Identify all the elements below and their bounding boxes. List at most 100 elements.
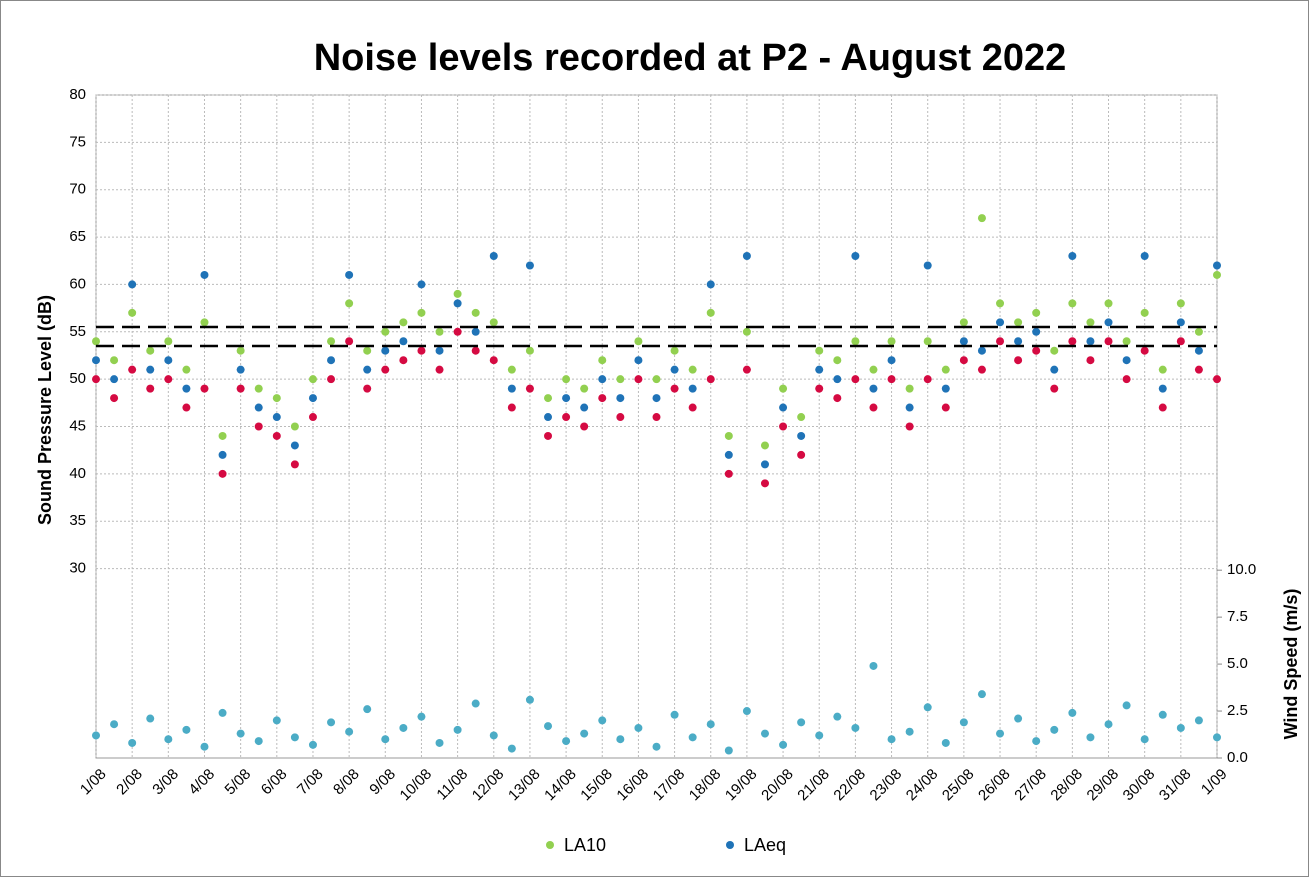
data-point bbox=[272, 394, 281, 403]
data-point bbox=[923, 375, 932, 384]
data-point bbox=[128, 280, 137, 289]
data-point bbox=[1213, 270, 1221, 279]
data-point bbox=[381, 365, 390, 374]
data-point bbox=[1158, 403, 1167, 412]
data-point bbox=[218, 708, 227, 717]
data-point bbox=[327, 356, 336, 365]
data-point bbox=[453, 289, 462, 298]
data-point bbox=[652, 742, 661, 751]
data-point bbox=[652, 375, 661, 384]
data-point bbox=[887, 735, 896, 744]
data-point bbox=[399, 356, 408, 365]
data-point bbox=[236, 729, 245, 738]
data-point bbox=[996, 337, 1005, 346]
data-point bbox=[544, 431, 553, 440]
data-point bbox=[363, 365, 372, 374]
data-point bbox=[110, 356, 119, 365]
data-point bbox=[110, 375, 119, 384]
data-point bbox=[616, 394, 625, 403]
chart-title: Noise levels recorded at P2 - August 202… bbox=[314, 37, 1067, 79]
data-point bbox=[706, 375, 715, 384]
data-point bbox=[507, 384, 516, 393]
data-point bbox=[887, 375, 896, 384]
data-point bbox=[706, 280, 715, 289]
data-point bbox=[598, 716, 607, 725]
data-point bbox=[724, 431, 733, 440]
data-point bbox=[779, 384, 788, 393]
data-point bbox=[272, 431, 281, 440]
data-point bbox=[1213, 375, 1221, 384]
data-point bbox=[797, 718, 806, 727]
data-point bbox=[272, 413, 281, 422]
data-point bbox=[435, 738, 444, 747]
data-point bbox=[977, 365, 986, 374]
data-point bbox=[1014, 318, 1023, 327]
data-point bbox=[833, 356, 842, 365]
data-point bbox=[399, 337, 408, 346]
data-point bbox=[453, 327, 462, 336]
data-point bbox=[128, 738, 137, 747]
data-point bbox=[525, 346, 534, 355]
data-point bbox=[724, 450, 733, 459]
y-tick-label: 55 bbox=[69, 323, 86, 340]
data-point bbox=[327, 337, 336, 346]
data-point bbox=[525, 695, 534, 704]
data-point bbox=[616, 413, 625, 422]
data-point bbox=[363, 384, 372, 393]
data-point bbox=[851, 252, 860, 261]
data-point bbox=[959, 318, 968, 327]
data-point bbox=[688, 384, 697, 393]
data-point bbox=[1213, 733, 1221, 742]
data-point bbox=[652, 394, 661, 403]
data-point bbox=[200, 742, 209, 751]
data-point bbox=[1104, 337, 1113, 346]
data-point bbox=[760, 729, 769, 738]
data-point bbox=[290, 422, 299, 431]
data-point bbox=[959, 718, 968, 727]
data-point bbox=[1122, 356, 1131, 365]
data-point bbox=[345, 270, 354, 279]
data-point bbox=[218, 469, 227, 478]
data-point bbox=[670, 710, 679, 719]
data-point bbox=[471, 308, 480, 317]
data-point bbox=[688, 365, 697, 374]
data-point bbox=[381, 327, 390, 336]
data-point bbox=[92, 731, 100, 740]
data-point bbox=[1086, 356, 1095, 365]
data-point bbox=[905, 403, 914, 412]
data-point bbox=[417, 280, 426, 289]
data-point bbox=[833, 712, 842, 721]
data-point bbox=[760, 460, 769, 469]
data-point bbox=[146, 384, 155, 393]
data-point bbox=[598, 356, 607, 365]
data-point bbox=[670, 346, 679, 355]
data-point bbox=[797, 431, 806, 440]
data-point bbox=[363, 346, 372, 355]
data-point bbox=[1050, 365, 1059, 374]
data-point bbox=[923, 703, 932, 712]
data-point bbox=[1014, 356, 1023, 365]
y2-tick-label: 7.5 bbox=[1227, 608, 1248, 625]
data-point bbox=[905, 422, 914, 431]
data-point bbox=[363, 705, 372, 714]
data-point bbox=[1068, 708, 1077, 717]
data-point bbox=[417, 712, 426, 721]
data-point bbox=[905, 727, 914, 736]
data-point bbox=[1176, 299, 1185, 308]
data-point bbox=[128, 365, 137, 374]
data-point bbox=[453, 725, 462, 734]
data-point bbox=[869, 661, 878, 670]
data-point bbox=[308, 740, 317, 749]
data-point bbox=[1032, 308, 1041, 317]
data-point bbox=[815, 384, 824, 393]
data-point bbox=[941, 738, 950, 747]
data-point bbox=[598, 375, 607, 384]
data-point bbox=[652, 413, 661, 422]
data-point bbox=[489, 318, 498, 327]
data-point bbox=[489, 252, 498, 261]
data-point bbox=[1158, 365, 1167, 374]
data-point bbox=[1140, 308, 1149, 317]
data-point bbox=[1086, 337, 1095, 346]
data-point bbox=[562, 413, 571, 422]
